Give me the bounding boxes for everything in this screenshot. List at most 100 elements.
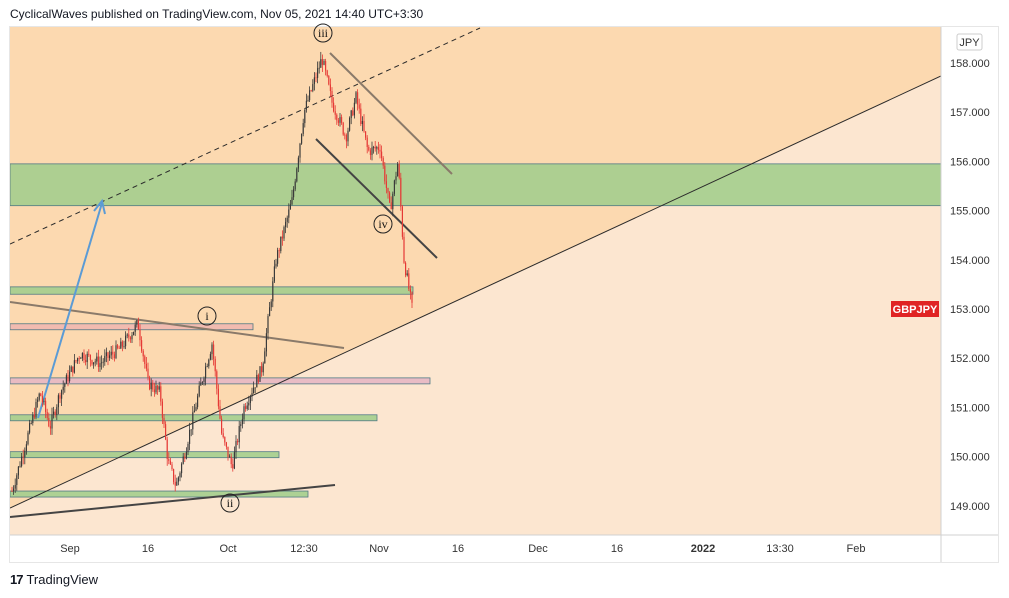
zone-box (10, 490, 309, 498)
candle-body (309, 90, 311, 101)
candle-body (331, 91, 333, 103)
candle-body (158, 386, 160, 390)
candle-body (48, 418, 50, 427)
candle-body (131, 335, 133, 340)
candle-body (19, 466, 21, 467)
candle-body (321, 59, 323, 65)
candle-body (73, 360, 75, 373)
candle-body (45, 400, 47, 412)
candle-body (405, 262, 407, 276)
candle-body (29, 423, 31, 433)
candle-body (208, 359, 210, 367)
candle-body (323, 60, 325, 65)
y-tick-label: 157.000 (950, 107, 990, 119)
zone-box (10, 286, 414, 295)
candle-body (320, 59, 322, 68)
candle-body (152, 382, 154, 390)
candle-body (137, 320, 139, 330)
candle-body (192, 412, 194, 430)
candle-body (400, 177, 402, 207)
candle-body (264, 351, 266, 364)
x-tick-label: 12:30 (290, 543, 318, 555)
y-tick-label: 150.000 (950, 452, 990, 464)
candle-body (43, 400, 45, 402)
candle-body (221, 418, 223, 434)
candle-body (144, 356, 146, 365)
candle-body (91, 360, 93, 365)
candle-body (56, 407, 58, 416)
candle-body (406, 273, 408, 276)
brand-name: TradingView (26, 572, 99, 587)
blue-arrow-line (37, 202, 103, 419)
candle-body (398, 164, 400, 178)
candle-body (325, 60, 327, 71)
candle-body (288, 209, 290, 218)
candle-body (165, 424, 167, 440)
candle-body (355, 92, 357, 103)
candle-body (350, 110, 352, 119)
falling-line (10, 301, 345, 349)
candle-body (149, 377, 151, 390)
y-tick-label: 156.000 (950, 156, 990, 168)
candle-body (307, 100, 309, 101)
candle-body (161, 401, 163, 418)
candle-body (339, 117, 341, 123)
candle-body (77, 358, 79, 362)
chart-frame (9, 26, 999, 563)
candle-body (358, 104, 360, 109)
candle-body (123, 346, 125, 347)
x-tick-label: 16 (611, 543, 623, 555)
candle-body (54, 411, 56, 416)
candle-body (193, 410, 195, 413)
wedge-lower-line (315, 138, 438, 259)
candle-body (101, 362, 103, 364)
candle-body (317, 68, 319, 78)
candle-body (313, 77, 315, 85)
candle-body (129, 337, 131, 340)
zone-box (10, 323, 254, 331)
candle-body (261, 366, 263, 373)
candle-body (72, 366, 74, 373)
candle-body (334, 111, 336, 115)
candle-body (147, 368, 149, 378)
candle-body (49, 426, 51, 429)
candle-body (64, 383, 66, 387)
x-tick-label: 16 (452, 543, 464, 555)
candle-body (353, 102, 355, 116)
candle-body (171, 464, 173, 470)
candle-body (181, 463, 183, 474)
candle-body (237, 441, 239, 443)
candle-body (245, 406, 247, 409)
candle-body (374, 146, 376, 149)
candle-body (326, 70, 328, 76)
x-tick-label: 13:30 (766, 543, 794, 555)
candle-body (176, 481, 178, 486)
candle-body (65, 375, 67, 384)
candle-body (286, 217, 288, 222)
candle-body (57, 395, 59, 408)
candle-body (403, 236, 405, 263)
candle-body (197, 396, 199, 408)
candle-body (117, 345, 119, 348)
candle-body (293, 189, 295, 198)
candle-body (344, 134, 346, 136)
candle-body (203, 378, 205, 382)
candle-body (86, 353, 88, 363)
candle-body (379, 149, 381, 152)
svg-text:GBPJPY: GBPJPY (893, 304, 938, 316)
candle-body (17, 466, 19, 476)
candle-body (70, 366, 72, 372)
candle-body (109, 355, 111, 358)
y-tick-label: 154.000 (950, 255, 990, 267)
candle-body (168, 459, 170, 461)
candle-body (126, 334, 128, 336)
candle-body (25, 444, 27, 451)
candle-body (249, 396, 251, 404)
candle-body (141, 340, 143, 351)
candle-body (59, 395, 61, 399)
svg-text:iv: iv (378, 217, 387, 231)
lower-trendline (10, 484, 336, 518)
candle-body (368, 146, 370, 151)
candle-body (120, 341, 122, 349)
